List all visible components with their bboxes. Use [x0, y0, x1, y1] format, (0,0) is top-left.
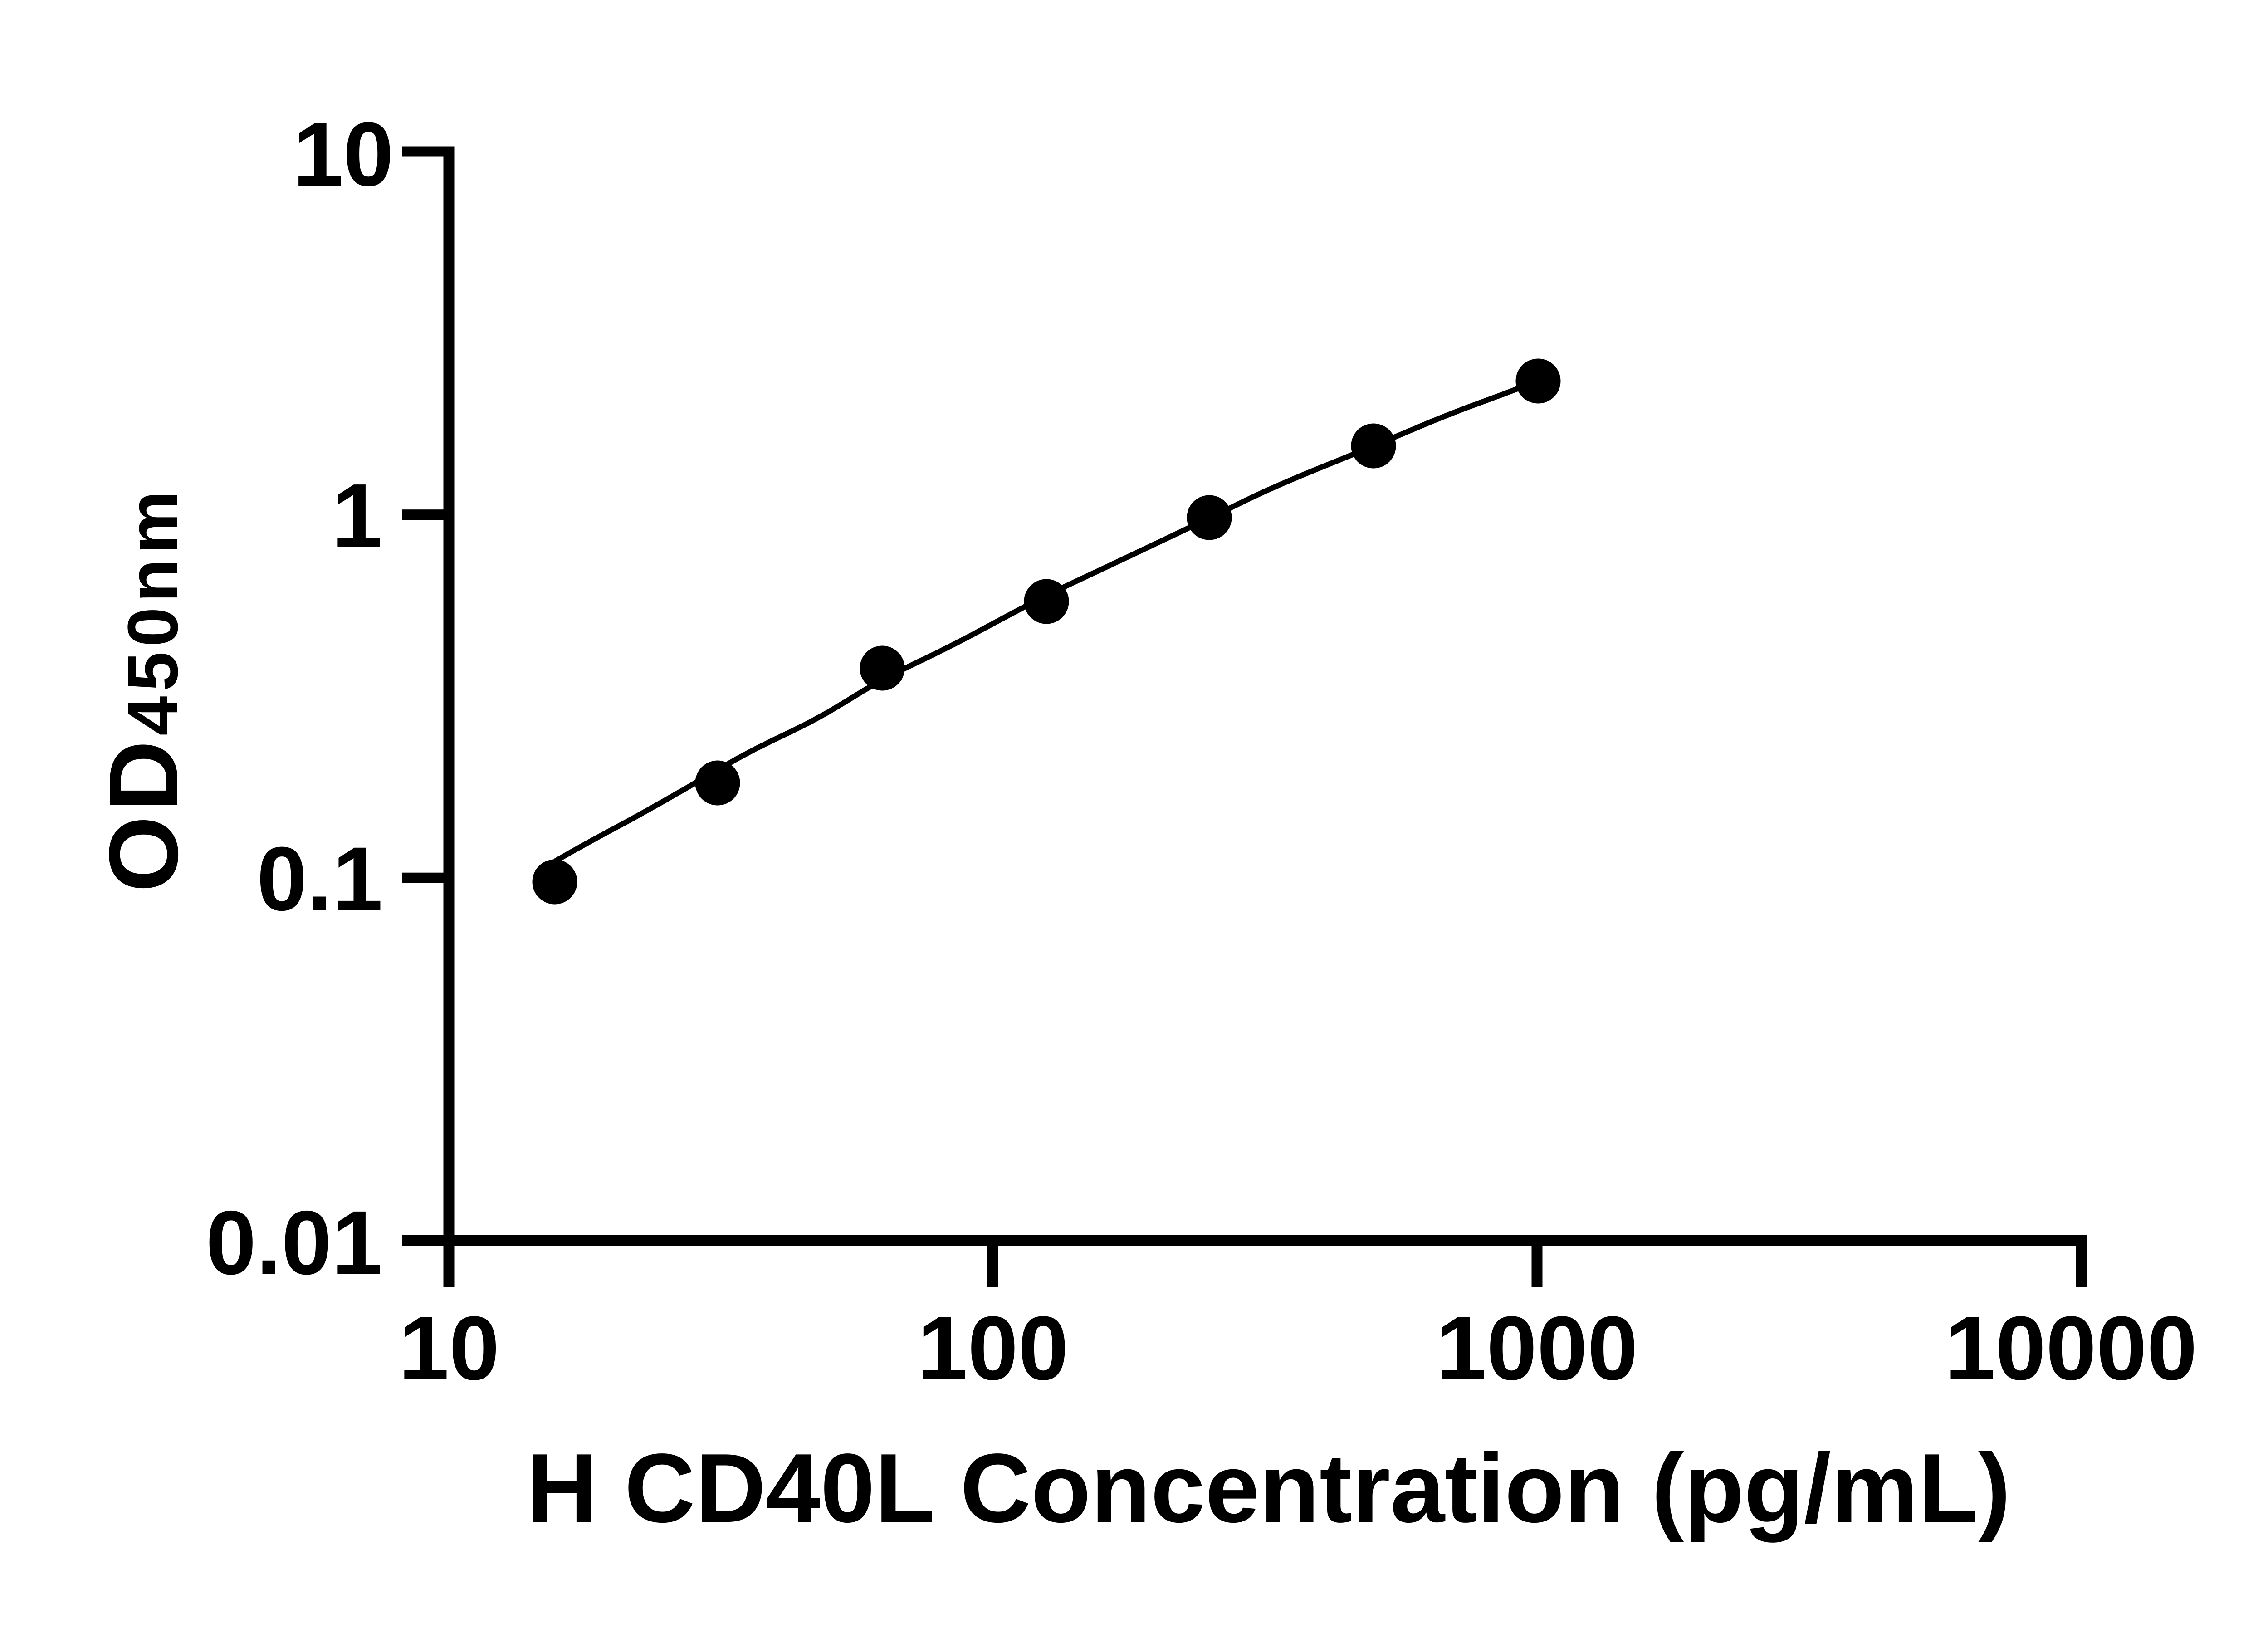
- svg-text:0.1: 0.1: [257, 828, 383, 929]
- svg-text:10: 10: [399, 1298, 499, 1399]
- svg-text:1000: 1000: [1436, 1298, 1638, 1399]
- svg-text:H CD40L Concentration (pg/mL): H CD40L Concentration (pg/mL): [527, 1433, 2011, 1543]
- svg-text:1: 1: [332, 465, 382, 567]
- svg-text:0.01: 0.01: [206, 1193, 382, 1294]
- svg-text:100: 100: [917, 1298, 1069, 1399]
- svg-text:10: 10: [293, 104, 394, 205]
- svg-text:10000: 10000: [1945, 1298, 2197, 1399]
